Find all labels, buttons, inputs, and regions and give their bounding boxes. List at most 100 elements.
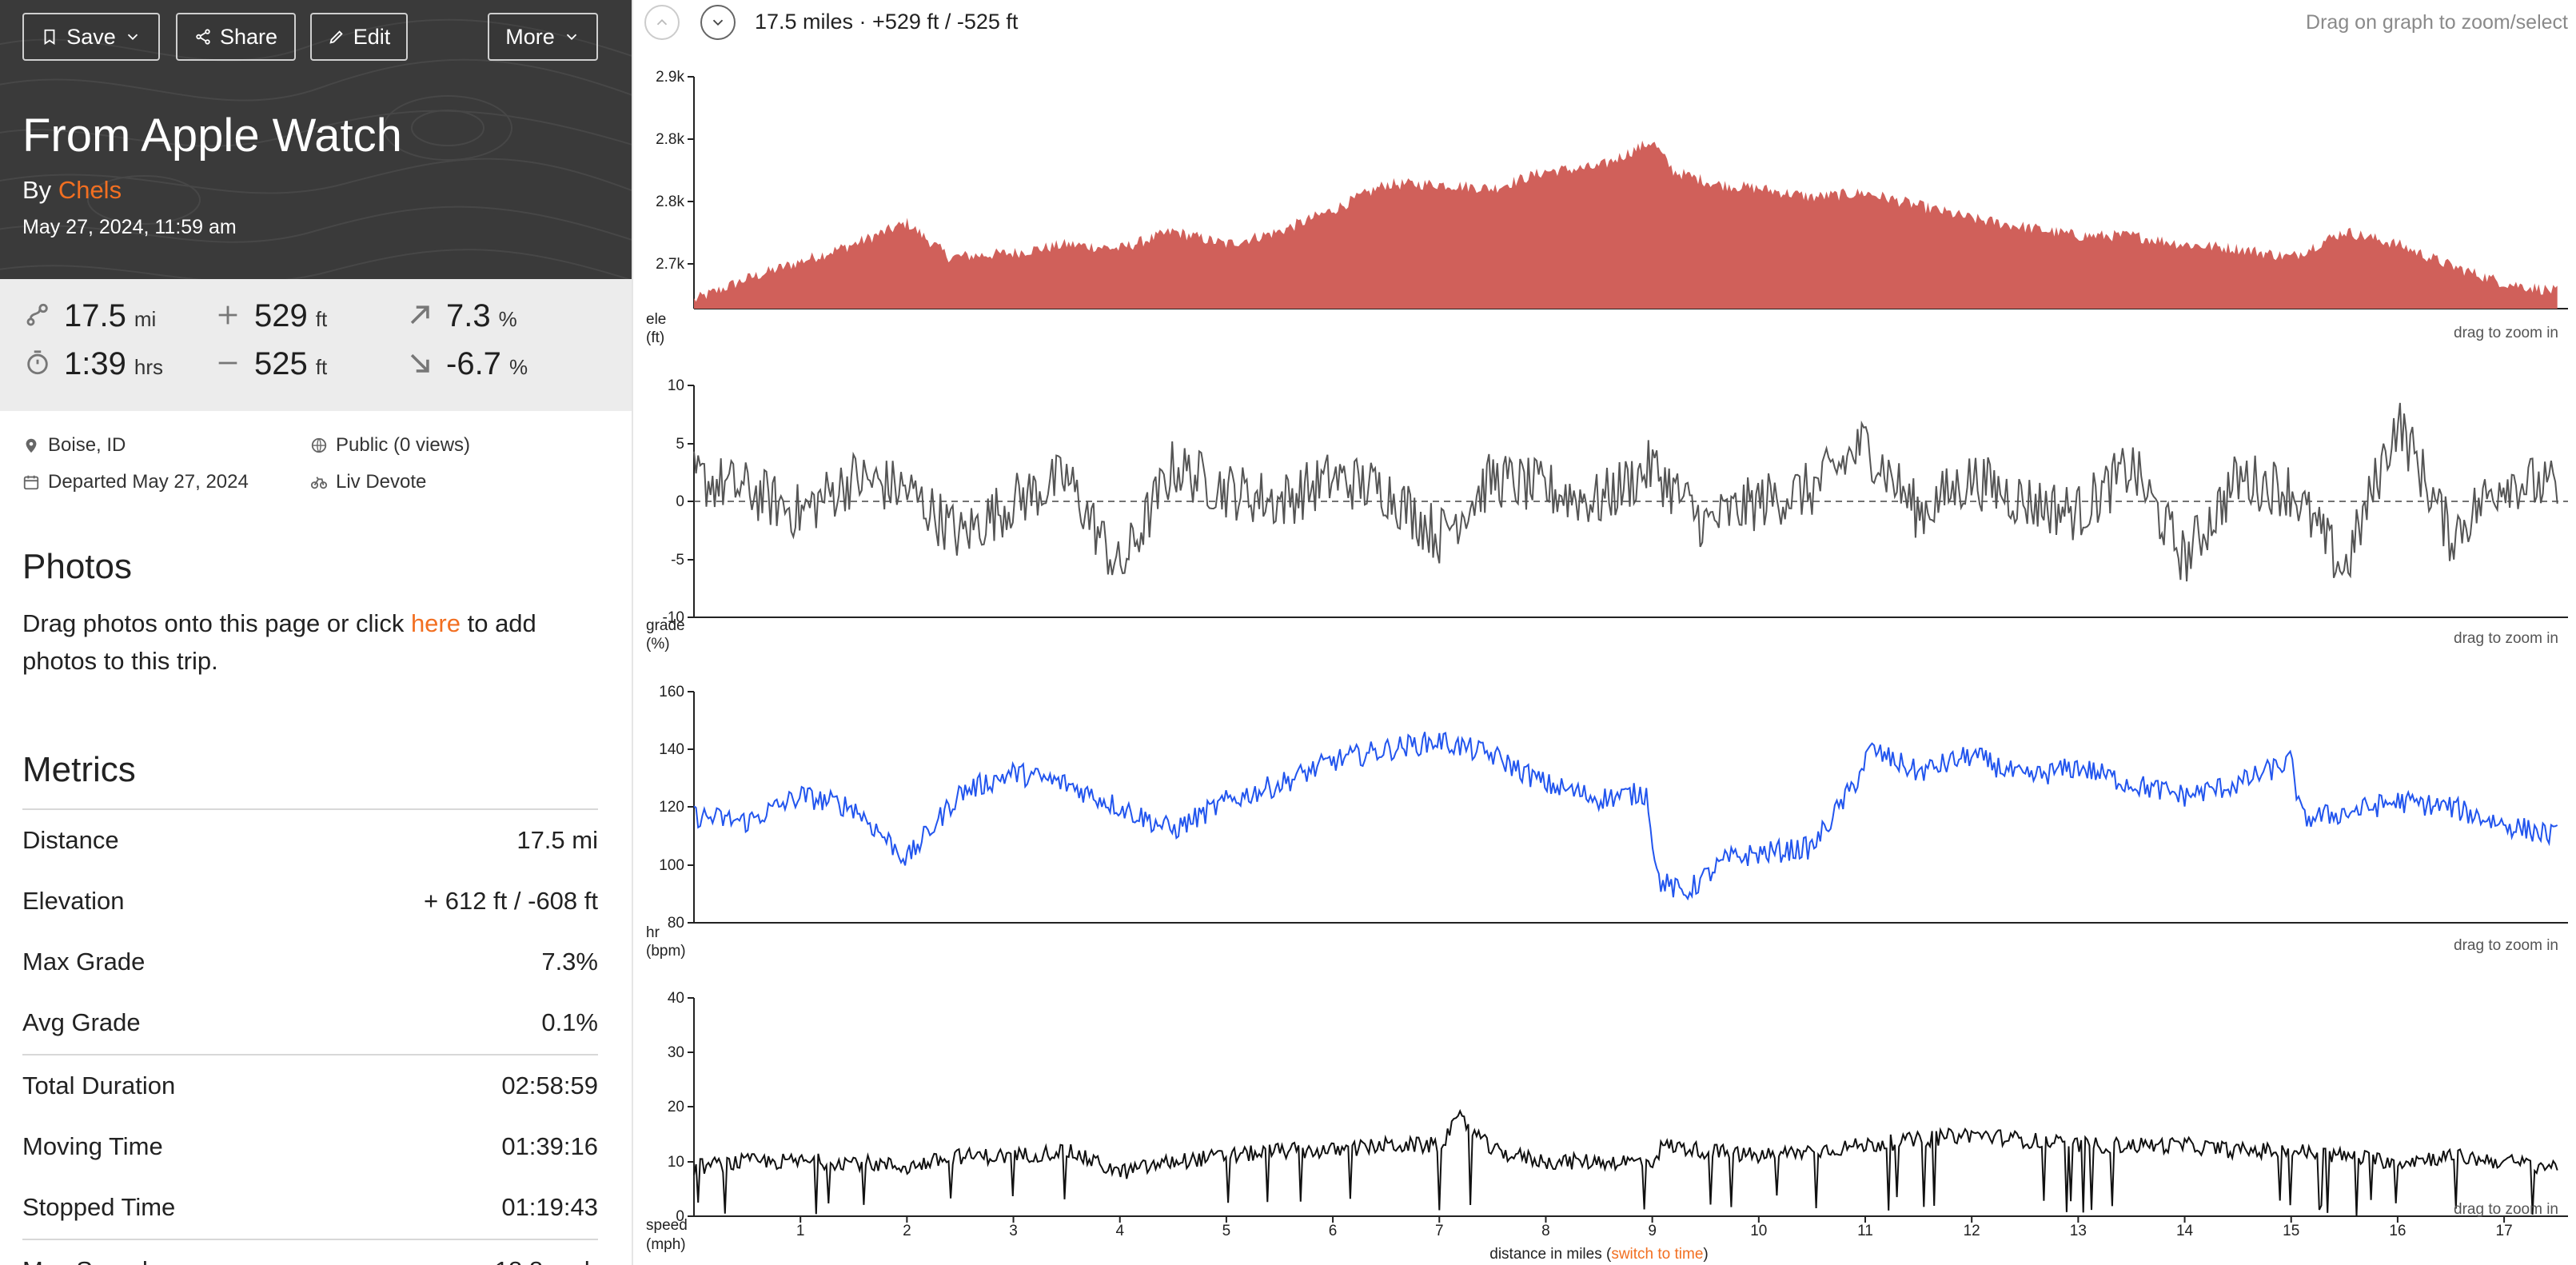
metric-label: Max Speed <box>22 1256 148 1265</box>
trip-date: May 27, 2024, 11:59 am <box>22 216 237 238</box>
x-tick-label: 2 <box>903 1223 911 1239</box>
trip-visibility[interactable]: Public (0 views) <box>310 434 470 457</box>
arrow-up-right-icon <box>410 305 429 325</box>
location-text: Boise, ID <box>48 434 126 456</box>
zoom-hint: drag to zoom in <box>2454 937 2558 954</box>
plus-icon <box>218 305 237 325</box>
stat-elev-loss-value: 525 <box>254 346 308 381</box>
chevron-up-icon <box>656 18 668 26</box>
bookmark-icon <box>44 29 55 45</box>
trip-departed: Departed May 27, 2024 <box>22 471 249 493</box>
chart-toolbar: 17.5 miles · +529 ft / -525 ft Drag on g… <box>633 0 2576 46</box>
metric-row-max-speed: Max Speed 18.8 mph <box>22 1240 598 1265</box>
map-pin-icon <box>26 438 37 453</box>
trip-header: Save Share Edit More From Apple Watch By… <box>0 0 632 279</box>
stat-max-grade-unit: % <box>498 307 517 331</box>
share-button[interactable]: Share <box>176 13 296 61</box>
y-tick-label: 2.7k <box>656 256 684 273</box>
metric-label: Distance <box>22 826 119 854</box>
stat-elev-loss-unit: ft <box>315 355 328 379</box>
y-tick-label: 40 <box>668 990 684 1007</box>
y-tick-label: 2.9k <box>656 69 684 86</box>
globe-icon <box>311 437 327 453</box>
chart-panel-0[interactable]: 2.9k 2.8k 2.8k 2.7k ele(ft) drag to zoom in <box>646 69 2568 346</box>
axis-name-line1: grade <box>646 617 685 634</box>
elevation-area <box>694 140 2558 309</box>
x-tick-label: 17 <box>2496 1223 2513 1239</box>
stat-elev-gain-value: 529 <box>254 298 308 333</box>
series-line-3 <box>693 1108 2558 1216</box>
y-tick-label: 80 <box>668 915 684 932</box>
metric-row-distance: Distance 17.5 mi <box>22 810 598 871</box>
save-label: Save <box>66 24 116 49</box>
photos-instructions: Drag photos onto this page or click here… <box>22 605 598 680</box>
y-tick-label: 30 <box>668 1044 684 1061</box>
metric-row-max-grade: Max Grade 7.3% <box>22 932 598 992</box>
scroll-up-button[interactable] <box>644 5 680 40</box>
axis-name-line2: (bpm) <box>646 943 686 960</box>
metric-label: Max Grade <box>22 948 146 976</box>
stat-duration: 1:39 hrs <box>24 346 163 382</box>
metric-value: 0.1% <box>541 1008 598 1036</box>
edit-label: Edit <box>353 24 391 49</box>
x-tick-label: 4 <box>1115 1223 1124 1239</box>
metric-label: Total Duration <box>22 1071 176 1099</box>
stat-distance-unit: mi <box>134 307 157 331</box>
axis-name-line1: speed <box>646 1217 688 1234</box>
topo-pattern <box>0 18 632 279</box>
route-icon <box>26 303 48 326</box>
add-photos-link[interactable]: here <box>410 609 461 637</box>
y-tick-label: 0 <box>676 493 684 510</box>
share-icon <box>196 29 210 45</box>
metric-value: 18.8 mph <box>495 1256 598 1265</box>
visibility-text: Public (0 views) <box>336 434 471 456</box>
chart-panel-2[interactable]: 160 140 120 100 80 hr (bpm) drag to zoom in <box>646 684 2568 960</box>
departed-text: Departed May 27, 2024 <box>48 471 249 493</box>
x-axis-label: distance in miles (switch to time) <box>1489 1246 1708 1263</box>
chevron-down-icon <box>127 34 138 41</box>
trip-title: From Apple Watch <box>22 110 402 162</box>
stat-elevation-gain: 529 ft <box>214 298 327 334</box>
x-tick-label: 6 <box>1329 1223 1338 1239</box>
zoom-hint: drag to zoom in <box>2454 630 2558 647</box>
author-link[interactable]: Chels <box>58 176 122 204</box>
stat-elev-gain-unit: ft <box>315 307 328 331</box>
save-button[interactable]: Save <box>22 13 160 61</box>
stat-duration-value: 1:39 <box>64 346 126 381</box>
stat-min-grade-unit: % <box>508 355 528 379</box>
scroll-down-button[interactable] <box>700 5 736 40</box>
metrics-divider <box>22 1239 598 1240</box>
photos-text-before: Drag photos onto this page or click <box>22 609 411 637</box>
edit-button[interactable]: Edit <box>310 13 408 61</box>
metric-row-elevation: Elevation + 612 ft / -608 ft <box>22 871 598 932</box>
stopwatch-icon <box>27 350 48 375</box>
more-button[interactable]: More <box>488 13 598 61</box>
stat-max-grade: 7.3 % <box>406 298 517 334</box>
metric-value: 01:19:43 <box>501 1193 598 1221</box>
trip-sidebar: Save Share Edit More From Apple Watch By… <box>0 0 632 1265</box>
metric-value: + 612 ft / -608 ft <box>424 887 598 915</box>
photos-heading: Photos <box>22 547 132 586</box>
x-tick-label: 1 <box>796 1223 805 1239</box>
metrics-divider <box>22 1054 598 1055</box>
metric-value: 7.3% <box>541 948 598 976</box>
x-tick-label: 13 <box>2070 1223 2087 1239</box>
trip-bike[interactable]: Liv Devote <box>310 471 426 493</box>
x-tick-label: 9 <box>1648 1223 1657 1239</box>
bike-text: Liv Devote <box>336 471 427 493</box>
x-tick-label: 12 <box>1964 1223 1980 1239</box>
x-tick-label: 7 <box>1435 1223 1444 1239</box>
y-tick-label: 10 <box>668 377 684 394</box>
x-tick-label: 3 <box>1009 1223 1018 1239</box>
stat-max-grade-value: 7.3 <box>446 298 491 333</box>
y-tick-label: 2.8k <box>656 194 684 210</box>
bicycle-icon <box>310 477 328 489</box>
switch-to-time-link[interactable]: switch to time <box>1611 1246 1703 1263</box>
trip-charts[interactable]: 2.9k 2.8k 2.8k 2.7k ele (ft) drag to zoom in 10… <box>633 0 2576 1265</box>
y-tick-label: 0 <box>676 1208 684 1225</box>
metric-label: Stopped Time <box>22 1193 176 1221</box>
y-tick-label: -5 <box>671 552 684 569</box>
